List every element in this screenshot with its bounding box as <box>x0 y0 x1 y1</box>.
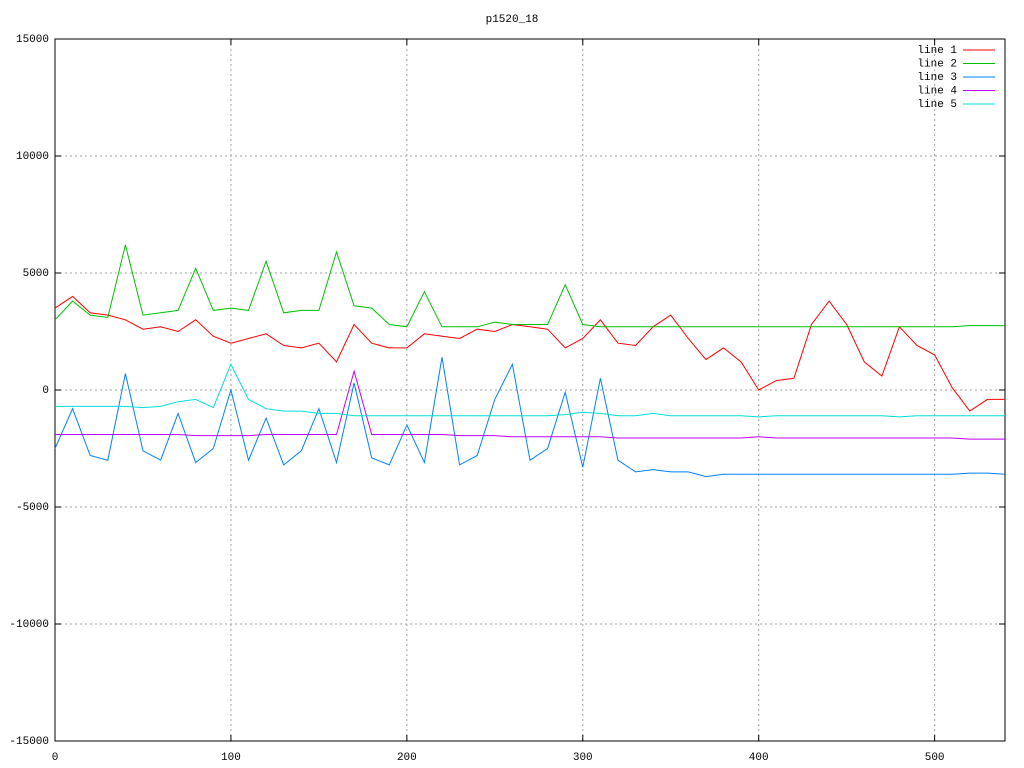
x-tick-label: 200 <box>397 752 417 764</box>
plot-border <box>54 38 1006 742</box>
legend-label: line 1 <box>917 45 957 57</box>
y-tick-label: 10000 <box>16 151 49 163</box>
x-tick-label: 400 <box>749 752 769 764</box>
x-tick-label: 300 <box>573 752 593 764</box>
y-tick-label: 0 <box>42 385 49 397</box>
y-tick-label: 15000 <box>16 34 49 46</box>
x-tick-label: 500 <box>925 752 945 764</box>
y-tick-label: 5000 <box>23 268 49 280</box>
data-line <box>55 369 1005 440</box>
legend-label: line 2 <box>917 58 957 70</box>
legend-label: line 3 <box>917 72 957 84</box>
y-tick-label: -5000 <box>16 502 49 514</box>
legend-label: line 5 <box>917 99 957 111</box>
data-line <box>54 295 1005 412</box>
y-tick-label: -15000 <box>9 736 49 748</box>
chart-title: p1520_18 <box>486 14 539 26</box>
x-tick-label: 0 <box>52 752 59 764</box>
y-tick-label: -10000 <box>9 619 49 631</box>
x-tick-label: 100 <box>221 752 241 764</box>
data-line <box>55 363 1005 418</box>
data-line <box>54 357 1006 478</box>
legend-label: line 4 <box>917 85 957 97</box>
data-line <box>54 244 1005 328</box>
